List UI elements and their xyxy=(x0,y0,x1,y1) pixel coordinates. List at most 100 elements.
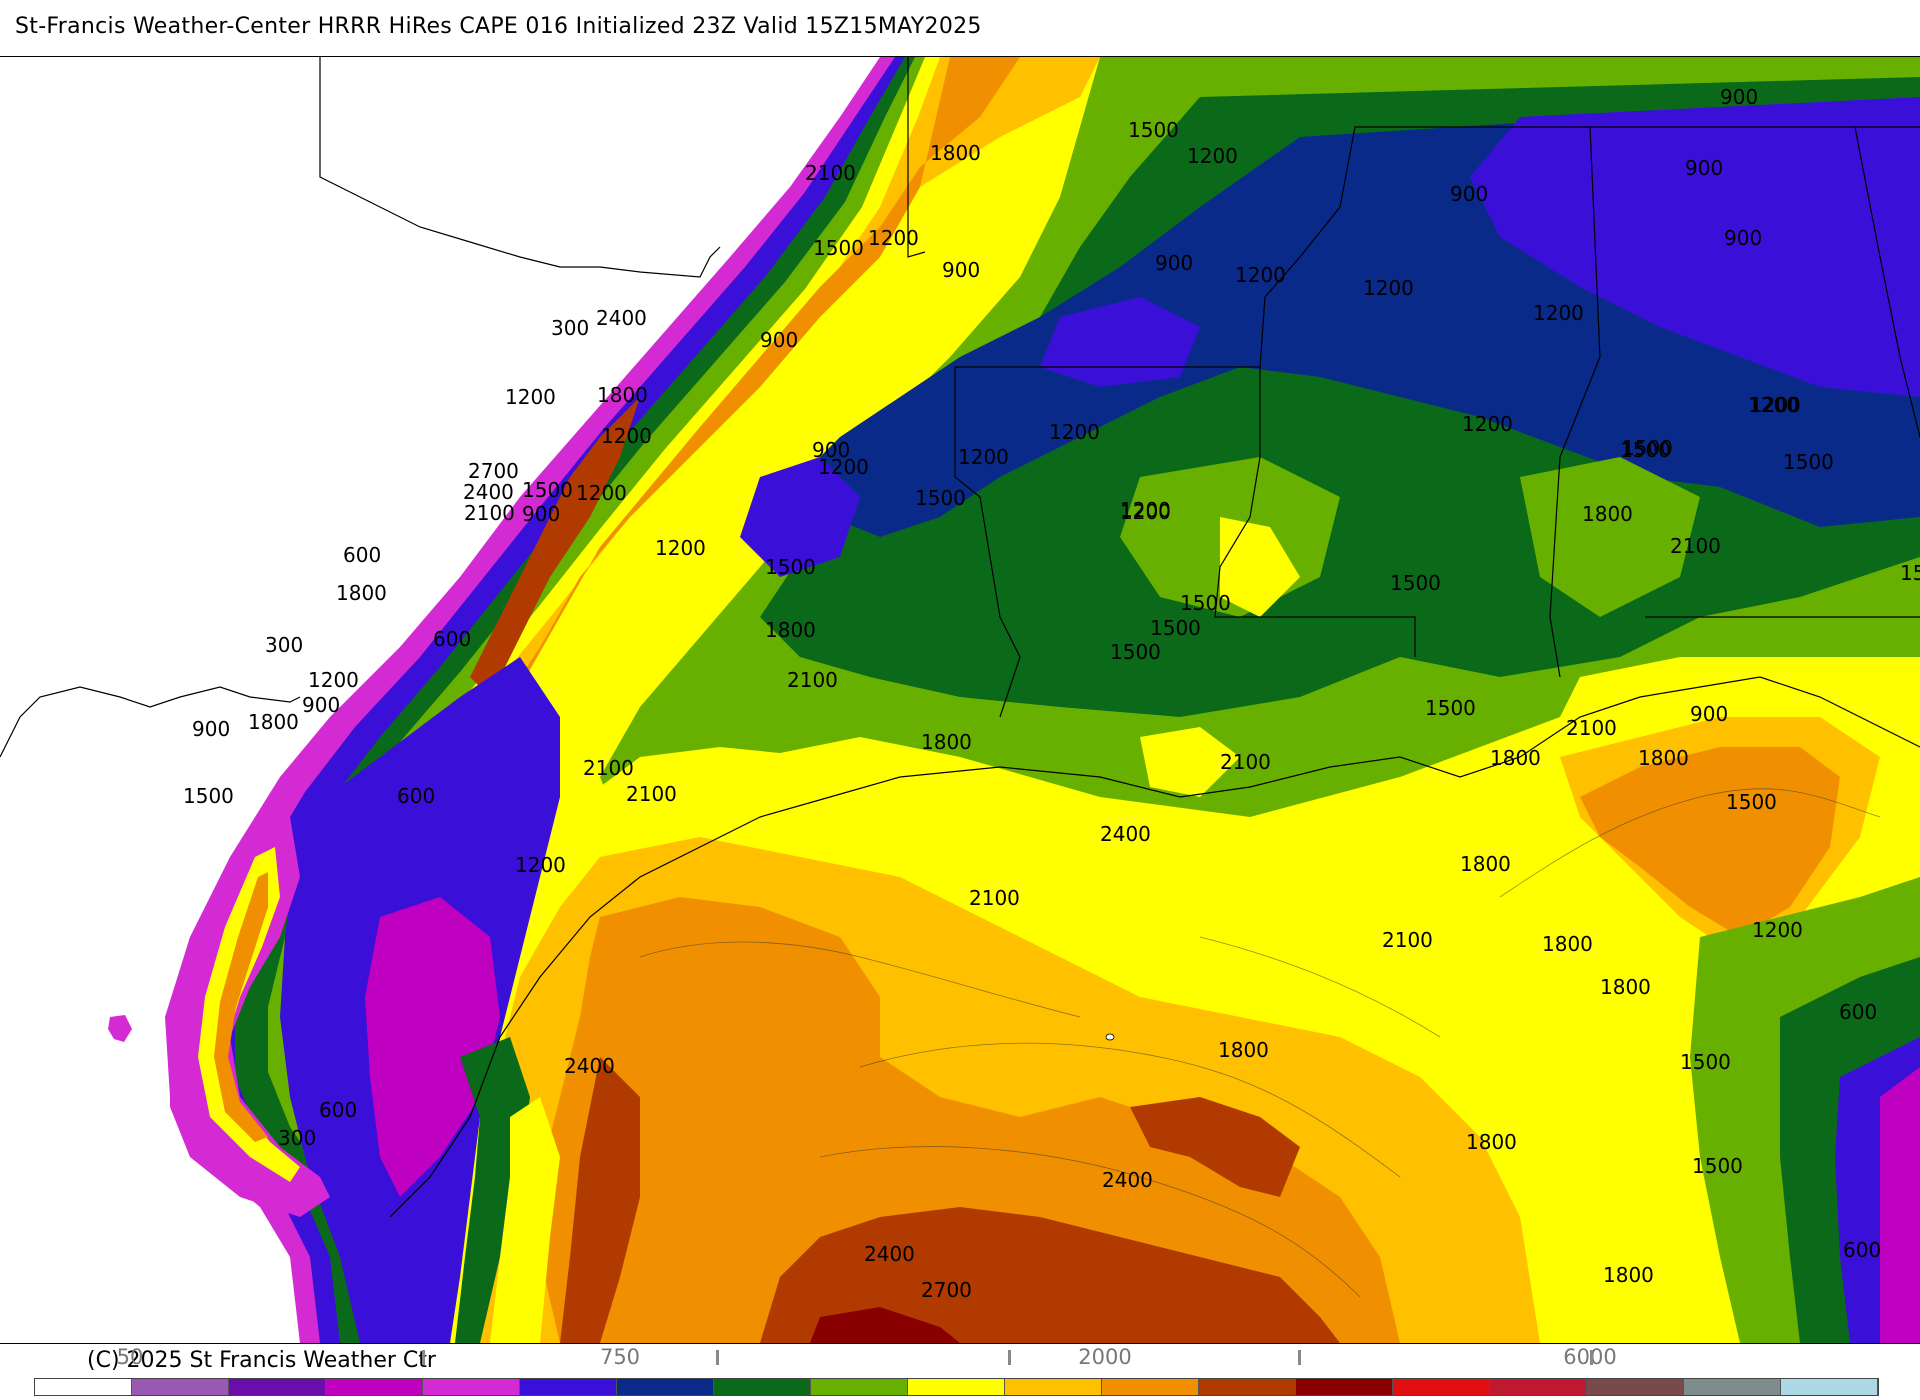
contour-label: 1800 xyxy=(1600,975,1651,999)
copyright-notice: (C) 2025 St Francis Weather Ctr xyxy=(87,1348,436,1373)
contour-label: 1800 xyxy=(1638,746,1689,770)
cape-core-2400-b xyxy=(1130,1097,1300,1197)
contour-label: 2400 xyxy=(463,480,514,504)
colorbar-tick-mark xyxy=(1298,1350,1301,1365)
contour-label: 2100 xyxy=(464,501,515,525)
contour-labels: 2100 1800 1500 1200 900 900 900 1200 150… xyxy=(183,85,1920,1302)
colorbar-swatch xyxy=(326,1379,423,1395)
contour-label: 600 xyxy=(1839,1000,1877,1024)
contour-label: 900 xyxy=(1450,182,1488,206)
colorbar-swatch xyxy=(908,1379,1005,1395)
contour-label: 1200 xyxy=(1462,412,1513,436)
island-magenta xyxy=(108,1015,132,1042)
contour-label: 1800 xyxy=(1582,502,1633,526)
colorbar-tick-mark xyxy=(422,1350,425,1365)
contour-label: 2100 xyxy=(787,668,838,692)
map-panel: 2100 1800 1500 1200 900 900 900 1200 150… xyxy=(0,56,1920,1344)
colorbar-swatch xyxy=(1393,1379,1490,1395)
contour-label: 600 xyxy=(1843,1238,1881,1262)
colorbar-swatch xyxy=(1296,1379,1393,1395)
colorbar-swatch xyxy=(423,1379,520,1395)
contour-label: 2700 xyxy=(921,1278,972,1302)
contour-label: 600 xyxy=(397,784,435,808)
contour-label: 1200 xyxy=(1748,393,1799,417)
contour-label: 1200 xyxy=(1752,918,1803,942)
west-yellow-ring xyxy=(490,1097,560,1343)
contour-label: 900 xyxy=(942,258,980,282)
contour-label: 1800 xyxy=(930,141,981,165)
contour-label: 2400 xyxy=(596,306,647,330)
west-green-ring xyxy=(455,1037,530,1343)
cape-core-2400-c xyxy=(560,1057,640,1343)
contour-label: 1200 xyxy=(1120,500,1171,524)
contour-label: 600 xyxy=(319,1098,357,1122)
contour-label: 1200 xyxy=(958,445,1009,469)
cape-band-2400-coast xyxy=(470,397,640,697)
colorbar-swatch xyxy=(520,1379,617,1395)
green-light-patch-2 xyxy=(1520,457,1700,617)
contour-label: 1500 xyxy=(1128,118,1179,142)
cape-core-2400 xyxy=(760,1207,1340,1343)
contour-label: 2100 xyxy=(583,756,634,780)
contour-label: 300 xyxy=(265,633,303,657)
purple-blob-3 xyxy=(740,457,860,577)
contour-label: 1200 xyxy=(505,385,556,409)
purple-blob-2 xyxy=(1040,297,1200,387)
colorbar-tick-label: 2000 xyxy=(1078,1345,1132,1369)
cape-map: 2100 1800 1500 1200 900 900 900 1200 150… xyxy=(0,57,1920,1343)
contour-label: 1500 xyxy=(1180,591,1231,615)
contour-label: 1800 xyxy=(1542,932,1593,956)
purple-field-north xyxy=(1470,97,1920,397)
contour-label: 2400 xyxy=(864,1242,915,1266)
contour-label: 900 xyxy=(760,328,798,352)
contour-label: 1200 xyxy=(1235,263,1286,287)
colorbar-swatch xyxy=(1587,1379,1684,1395)
contour-label: 2100 xyxy=(1382,928,1433,952)
colorbar-swatch xyxy=(1199,1379,1296,1395)
contour-label: 1500 xyxy=(1110,640,1161,664)
contour-label: 1200 xyxy=(1750,393,1801,417)
colorbar-swatch xyxy=(1781,1379,1878,1395)
contour-label: 1500 xyxy=(1620,438,1671,462)
contour-label: 900 xyxy=(1690,702,1728,726)
contour-label: 300 xyxy=(551,316,589,340)
colorbar-tick-mark xyxy=(1590,1350,1593,1365)
colorbar-swatch xyxy=(1102,1379,1199,1395)
colorbar-tick-label: 50 xyxy=(116,1345,144,1369)
contour-label: 2700 xyxy=(468,459,519,483)
yellow-patch-2 xyxy=(1140,727,1240,797)
contour-label: 1200 xyxy=(1533,301,1584,325)
contour-label: 1500 xyxy=(1390,571,1441,595)
colorbar-swatch xyxy=(35,1379,132,1395)
contour-label: 1200 xyxy=(818,455,869,479)
contour-label: 2100 xyxy=(1220,750,1271,774)
contour-label: 1500 xyxy=(915,486,966,510)
colorbar-swatch xyxy=(229,1379,326,1395)
colorbar-swatch xyxy=(811,1379,908,1395)
contour-label: 1200 xyxy=(868,226,919,250)
cape-core-2100-east xyxy=(1580,747,1840,937)
contour-label: 1800 xyxy=(1460,852,1511,876)
contour-label: 1500 xyxy=(813,236,864,260)
contour-label: 1800 xyxy=(1490,746,1541,770)
contour-label: 1500 xyxy=(1900,561,1920,585)
contour-label: 1500 xyxy=(1425,696,1476,720)
contour-label: 1800 xyxy=(765,618,816,642)
contour-label: 1800 xyxy=(597,383,648,407)
contour-label: 1200 xyxy=(1363,276,1414,300)
contour-label: 2400 xyxy=(1100,822,1151,846)
contour-label: 900 xyxy=(302,693,340,717)
contour-label: 1800 xyxy=(248,710,299,734)
gulf-coastline xyxy=(389,676,1920,1218)
contour-label: 1500 xyxy=(765,555,816,579)
contour-label: 1500 xyxy=(1783,450,1834,474)
state-borders xyxy=(0,57,1920,758)
contour-label: 2100 xyxy=(1566,716,1617,740)
contour-label: 1500 xyxy=(1622,436,1673,460)
cape-core-2100 xyxy=(540,897,1400,1343)
cape-colorbar xyxy=(34,1378,1879,1396)
contour-label: 1500 xyxy=(1692,1154,1743,1178)
contour-label: 1800 xyxy=(1603,1263,1654,1287)
west-magenta-pool xyxy=(365,897,500,1197)
contour-label: 1800 xyxy=(1218,1038,1269,1062)
